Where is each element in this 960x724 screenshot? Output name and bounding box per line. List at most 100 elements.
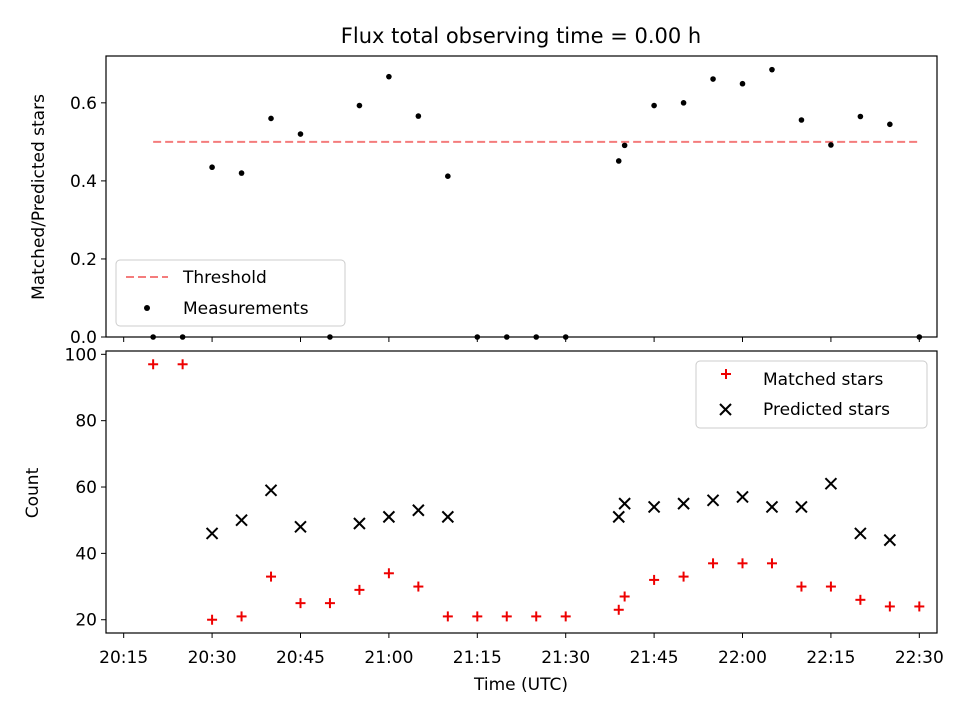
- top-y-tick-label: 0.2: [70, 250, 97, 270]
- matched-star-marker: [472, 611, 483, 622]
- x-tick-label: 21:00: [364, 648, 413, 668]
- chart-title: Flux total observing time = 0.00 h: [341, 24, 701, 48]
- matched-star-marker: [737, 558, 748, 569]
- matched-star-marker: [855, 594, 866, 605]
- matched-star-marker: [266, 571, 277, 582]
- measurement-point: [887, 121, 893, 128]
- legend-measurements-label: Measurements: [183, 299, 309, 319]
- bottom-panel: Count Time (UTC) 20 40 60 80 100 20:15 20:30 2…: [23, 345, 944, 695]
- measurement-point: [297, 131, 304, 137]
- bottom-y-tick-label: 20: [75, 611, 97, 631]
- x-tick-label: 22:00: [718, 648, 767, 668]
- predicted-star-marker: [854, 527, 867, 540]
- legend-matched-label: Matched stars: [763, 370, 883, 390]
- matched-star-marker: [177, 359, 188, 370]
- measurement-point: [739, 80, 746, 87]
- x-tick-label: 20:30: [188, 648, 237, 668]
- top-plot-marks: [150, 66, 923, 340]
- measurement-point: [828, 142, 834, 148]
- measurement-point: [621, 142, 628, 149]
- matched-star-marker: [560, 611, 571, 622]
- measurement-point: [415, 113, 422, 119]
- top-y-tick-label: 0.0: [70, 328, 97, 348]
- measurement-point: [445, 173, 451, 180]
- matched-star-marker: [531, 611, 542, 622]
- bottom-y-ticks: 20 40 60 80 100: [65, 345, 106, 631]
- measurement-point: [356, 102, 363, 109]
- matched-star-marker: [649, 574, 660, 585]
- bottom-y-tick-label: 60: [75, 478, 97, 498]
- bottom-y-tick-label: 80: [75, 412, 97, 432]
- matched-star-marker: [148, 359, 159, 370]
- legend-predicted-swatch: [719, 403, 732, 416]
- matched-star-marker: [914, 601, 925, 612]
- matched-star-marker: [324, 598, 335, 609]
- predicted-star-marker: [736, 490, 749, 504]
- top-legend-box: [115, 259, 346, 327]
- matched-star-marker: [796, 581, 807, 592]
- matched-star-marker: [884, 601, 895, 612]
- bottom-y-tick-label: 100: [65, 345, 97, 365]
- measurement-point: [798, 117, 805, 123]
- matched-star-marker: [766, 558, 777, 569]
- measurement-point: [386, 73, 392, 80]
- measurement-point: [769, 66, 775, 73]
- bottom-y-axis-label: Count: [23, 467, 43, 518]
- measurement-point: [651, 102, 657, 109]
- x-tick-label: 21:45: [630, 648, 679, 668]
- top-y-tick-label: 0.6: [70, 94, 97, 114]
- bottom-x-ticks: 20:15 20:30 20:45 21:00 21:15 21:30 21:45 22:00…: [99, 633, 944, 668]
- x-axis-label: Time (UTC): [473, 675, 568, 695]
- predicted-star-marker: [618, 497, 631, 510]
- matched-star-marker: [295, 598, 306, 609]
- legend-measurements-swatch: [144, 305, 150, 311]
- x-tick-label: 21:30: [541, 648, 590, 668]
- predicted-star-marker: [264, 484, 278, 497]
- measurement-point: [857, 113, 864, 120]
- top-y-axis-label: Matched/Predicted stars: [29, 94, 49, 300]
- predicted-star-marker: [235, 513, 248, 527]
- legend-threshold-label: Threshold: [182, 268, 267, 288]
- top-y-tick-label: 0.4: [70, 172, 97, 192]
- predicted-star-marker: [205, 527, 219, 540]
- matched-star-marker: [501, 611, 512, 622]
- predicted-star-marker: [612, 510, 625, 524]
- legend-matched-swatch: [721, 369, 731, 379]
- top-y-ticks: 0.0 0.2 0.4 0.6: [70, 94, 106, 348]
- predicted-star-marker: [795, 500, 808, 514]
- x-tick-label: 22:15: [806, 648, 855, 668]
- matched-star-marker: [413, 581, 424, 592]
- top-panel: Flux total observing time = 0.00 h Match…: [29, 24, 938, 348]
- top-plot-frame: [105, 55, 938, 338]
- bottom-legend: Matched stars Predicted stars: [695, 360, 928, 429]
- predicted-star-marker: [353, 517, 366, 530]
- predicted-star-marker: [412, 504, 425, 517]
- legend-predicted-label: Predicted stars: [763, 400, 890, 420]
- x-tick-label: 22:30: [895, 648, 944, 668]
- top-x-ticks: [123, 337, 920, 342]
- predicted-star-marker: [706, 494, 720, 507]
- predicted-star-marker: [677, 497, 690, 510]
- bottom-plot-marks: [148, 359, 925, 625]
- predicted-star-marker: [294, 520, 307, 534]
- predicted-star-marker: [765, 500, 779, 514]
- measurement-point: [268, 115, 274, 122]
- matched-star-marker: [354, 584, 365, 595]
- matched-star-marker: [383, 568, 394, 579]
- matched-star-marker: [678, 571, 689, 582]
- x-tick-label: 20:45: [276, 648, 325, 668]
- matched-star-marker: [207, 614, 218, 625]
- matched-star-marker: [442, 611, 453, 622]
- bottom-y-tick-label: 40: [75, 544, 97, 564]
- x-tick-label: 20:15: [99, 648, 148, 668]
- matched-star-marker: [825, 581, 836, 592]
- measurement-point: [680, 100, 687, 106]
- matched-star-marker: [708, 558, 719, 569]
- bottom-legend-box: [695, 360, 928, 429]
- predicted-star-marker: [441, 510, 455, 524]
- measurement-point: [209, 164, 215, 171]
- predicted-star-marker: [883, 533, 897, 547]
- bottom-plot-frame: [105, 350, 938, 634]
